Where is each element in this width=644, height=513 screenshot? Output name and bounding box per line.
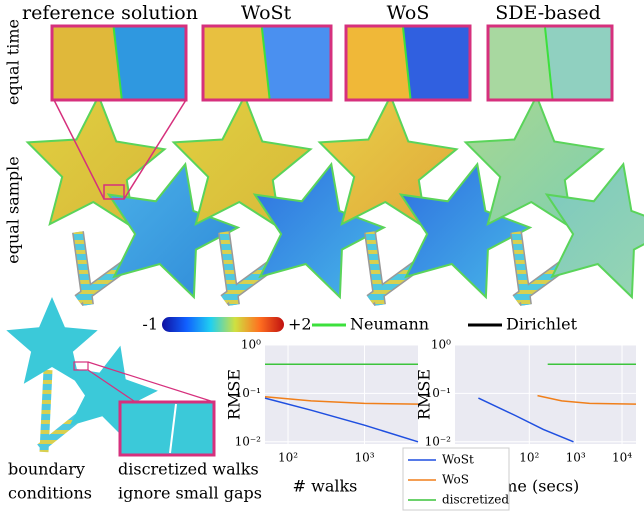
solution-panels xyxy=(6,24,644,457)
plot-area xyxy=(265,345,418,444)
x-tick-label: 10³ xyxy=(354,451,374,465)
y-axis-label: RMSE xyxy=(415,369,434,420)
star xyxy=(463,93,605,231)
star xyxy=(25,93,167,231)
column-title: WoSt xyxy=(241,2,292,24)
colorbar-max: +2 xyxy=(288,315,312,334)
caption: boundary xyxy=(8,460,85,479)
column-title: WoS xyxy=(387,2,430,24)
gap xyxy=(169,403,177,454)
star xyxy=(317,93,459,231)
caption: ignore small gaps xyxy=(118,484,262,503)
star xyxy=(65,345,158,441)
legend-label: WoSt xyxy=(442,453,474,467)
x-tick-label: 10² xyxy=(278,451,298,465)
column-title: reference solution xyxy=(22,2,198,24)
caption: discretized walks xyxy=(118,460,259,479)
star xyxy=(398,161,533,300)
x-axis-label: # walks xyxy=(293,477,358,496)
row-label: equal time xyxy=(4,19,23,105)
y-tick-label: 10⁻¹ xyxy=(235,386,261,400)
star xyxy=(252,161,387,300)
caption: conditions xyxy=(8,484,92,503)
x-tick-label: 10⁴ xyxy=(612,451,632,465)
series-line xyxy=(478,397,574,443)
y-tick-label: 10⁰ xyxy=(241,338,261,352)
y-tick-label: 10⁻² xyxy=(425,434,452,448)
inset-left xyxy=(53,27,122,99)
legend-label: WoS xyxy=(442,473,469,487)
inset-boundary xyxy=(260,27,271,99)
boundary-legend: Dirichlet xyxy=(506,315,578,334)
inset-boundary xyxy=(544,27,554,99)
y-tick-label: 10⁻¹ xyxy=(425,386,451,400)
inset-boundary xyxy=(112,27,123,99)
inset-left xyxy=(489,27,553,99)
x-axis-label: time (secs) xyxy=(491,477,580,496)
inset xyxy=(118,400,216,457)
row-label: equal sample xyxy=(4,156,23,264)
inset-boundary xyxy=(402,27,412,99)
plot-area xyxy=(455,345,636,444)
star xyxy=(171,93,313,231)
zoom-box xyxy=(103,184,125,200)
series-line xyxy=(537,394,637,405)
legend-label: discretized xyxy=(442,493,509,507)
series-line xyxy=(264,397,419,443)
series-line xyxy=(264,396,419,405)
colorbar-min: -1 xyxy=(142,315,158,334)
y-axis-label: RMSE xyxy=(225,369,244,420)
zoom-lines xyxy=(53,99,187,200)
y-tick-label: 10⁰ xyxy=(431,338,451,352)
y-tick-label: 10⁻² xyxy=(235,434,262,448)
boundary-legend: Neumann xyxy=(350,315,429,334)
inset-left xyxy=(347,27,411,99)
x-tick-label: 10² xyxy=(519,451,539,465)
column-title: SDE-based xyxy=(495,2,601,24)
inset-left xyxy=(204,27,270,99)
zoom-box xyxy=(73,361,89,371)
star xyxy=(544,161,644,300)
x-tick-label: 10³ xyxy=(566,451,586,465)
colorbar xyxy=(162,317,284,332)
